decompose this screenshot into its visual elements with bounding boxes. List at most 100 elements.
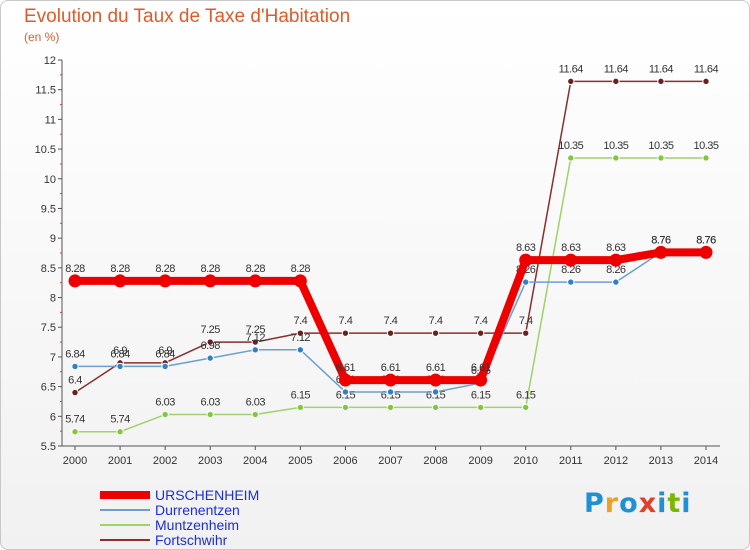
y-tick-label: 5.5 — [41, 441, 56, 453]
data-label-durrenentzen: 8.26 — [561, 264, 581, 276]
data-label-urschenheim: 6.61 — [336, 362, 356, 374]
x-tick-label: 2006 — [333, 455, 357, 467]
data-label-urschenheim: 8.63 — [561, 242, 581, 254]
legend-label-muntzenheim: Muntzenheim — [155, 517, 240, 533]
y-tick-label: 10.5 — [35, 144, 56, 156]
x-tick-label: 2000 — [63, 455, 87, 467]
data-point-muntzenheim — [612, 154, 620, 162]
x-tick-label: 2003 — [198, 455, 222, 467]
data-point-urschenheim — [429, 373, 443, 387]
data-point-urschenheim — [68, 274, 82, 288]
data-label-fortschwihr: 7.4 — [519, 315, 533, 327]
data-point-fortschwihr — [341, 329, 350, 337]
data-label-muntzenheim: 6.15 — [291, 389, 311, 401]
data-label-fortschwihr: 11.64 — [559, 63, 584, 75]
data-label-durrenentzen: 7.12 — [291, 332, 311, 344]
legend: URSCHENHEIM Durrenentzen Muntzenheim For… — [100, 487, 320, 548]
y-tick-label: 9.5 — [41, 203, 56, 215]
data-point-muntzenheim — [476, 403, 485, 412]
x-tick-label: 2005 — [288, 455, 312, 467]
data-point-durrenentzen — [71, 362, 79, 371]
data-label-durrenentzen: 6.84 — [155, 348, 175, 360]
data-label-fortschwihr: 11.64 — [604, 63, 629, 75]
y-tick-label: 11 — [45, 114, 56, 126]
data-label-fortschwihr: 7.4 — [474, 315, 488, 327]
legend-item-urschenheim: URSCHENHEIM — [100, 487, 320, 503]
data-point-durrenentzen — [522, 278, 530, 286]
data-point-fortschwihr — [431, 329, 440, 337]
x-tick-label: 2008 — [423, 455, 447, 467]
data-point-fortschwihr — [567, 77, 575, 86]
data-label-fortschwihr: 7.25 — [201, 324, 221, 336]
data-point-muntzenheim — [71, 428, 79, 436]
data-label-durrenentzen: 8.26 — [606, 264, 626, 276]
logo-letter: o — [619, 488, 639, 519]
data-label-muntzenheim: 10.35 — [558, 140, 583, 152]
data-point-fortschwihr — [612, 77, 620, 86]
data-point-urschenheim — [293, 274, 307, 288]
data-point-durrenentzen — [341, 388, 350, 396]
data-point-durrenentzen — [431, 388, 440, 396]
y-tick-label: 6.5 — [41, 382, 56, 394]
data-label-durrenentzen: 6.84 — [65, 348, 85, 360]
data-label-muntzenheim: 5.74 — [110, 414, 130, 426]
legend-label-fortschwihr: Fortschwihr — [155, 532, 228, 548]
x-tick-label: 2002 — [153, 455, 177, 467]
data-label-muntzenheim: 6.15 — [516, 389, 536, 401]
data-label-fortschwihr: 7.4 — [384, 315, 398, 327]
data-point-muntzenheim — [386, 403, 395, 412]
data-label-urschenheim: 8.28 — [65, 263, 85, 275]
data-point-urschenheim — [113, 274, 127, 288]
data-point-muntzenheim — [116, 428, 124, 436]
y-tick-label: 7 — [50, 352, 56, 364]
data-point-durrenentzen — [567, 278, 575, 286]
y-tick-label: 10 — [44, 174, 56, 186]
data-label-fortschwihr: 7.4 — [339, 315, 353, 327]
data-label-fortschwihr: 6.9 — [158, 345, 172, 357]
y-tick-label: 7.5 — [41, 322, 56, 334]
data-point-urschenheim — [384, 373, 397, 387]
data-point-urschenheim — [654, 245, 668, 259]
data-label-fortschwihr: 7.4 — [429, 315, 443, 327]
data-point-muntzenheim — [522, 403, 530, 412]
logo-letter: r — [604, 488, 620, 519]
data-point-urschenheim — [519, 253, 533, 267]
data-point-fortschwihr — [657, 77, 665, 86]
data-label-urschenheim: 8.28 — [110, 263, 130, 275]
y-tick-label: 11.5 — [35, 85, 56, 97]
data-label-urschenheim: 8.28 — [246, 263, 266, 275]
data-label-durrenentzen: 7.12 — [246, 332, 266, 344]
data-point-muntzenheim — [657, 154, 665, 162]
data-point-durrenentzen — [161, 362, 169, 371]
data-point-fortschwihr — [251, 338, 259, 346]
data-point-muntzenheim — [702, 154, 710, 162]
data-label-urschenheim: 8.76 — [696, 234, 716, 246]
data-point-durrenentzen — [612, 278, 620, 286]
data-point-fortschwihr — [71, 388, 79, 397]
data-point-urschenheim — [158, 274, 172, 288]
logo-letter: i — [657, 488, 668, 519]
data-point-durrenentzen — [386, 388, 395, 396]
data-label-urschenheim: 8.28 — [201, 263, 221, 275]
data-label-muntzenheim: 6.03 — [246, 397, 266, 409]
data-label-fortschwihr: 7.25 — [246, 324, 266, 336]
data-label-fortschwihr: 6.9 — [113, 345, 127, 357]
logo-letter: t — [667, 488, 682, 519]
legend-item-muntzenheim: Muntzenheim — [100, 517, 320, 533]
data-point-urschenheim — [699, 245, 713, 259]
data-label-urschenheim: 8.76 — [651, 234, 671, 246]
data-point-fortschwihr — [476, 329, 485, 337]
chart-subtitle: (en %) — [24, 30, 60, 44]
data-label-fortschwihr: 7.4 — [293, 315, 307, 327]
data-point-fortschwihr — [702, 77, 710, 86]
x-tick-label: 2001 — [108, 455, 132, 467]
data-point-muntzenheim — [206, 410, 214, 419]
legend-swatch-muntzenheim — [100, 524, 150, 526]
data-label-fortschwihr: 11.64 — [694, 63, 719, 75]
data-point-muntzenheim — [251, 410, 259, 419]
y-tick-label: 9 — [50, 233, 56, 245]
data-label-urschenheim: 6.61 — [471, 362, 491, 374]
proxiti-logo: Proxiti — [584, 488, 692, 519]
